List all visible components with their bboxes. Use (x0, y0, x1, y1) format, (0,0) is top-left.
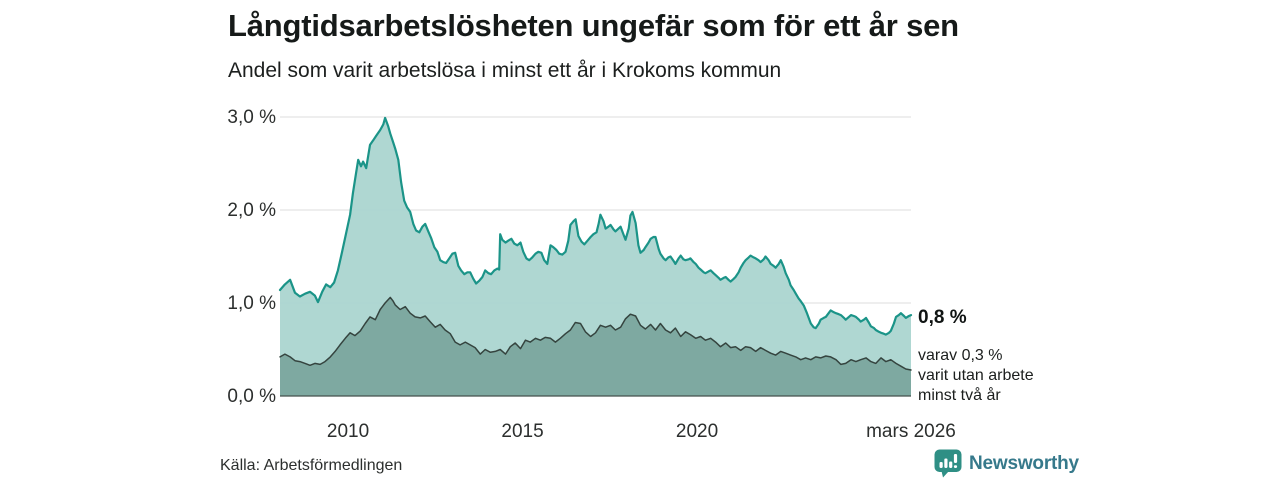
annotation-line: minst två år (918, 387, 1001, 404)
brand-logo: Newsworthy (934, 449, 1079, 478)
annotation-detail: varav 0,3 % varit utan arbete minst två … (918, 346, 1034, 406)
page-title: Långtidsarbetslösheten ungefär som för e… (228, 8, 959, 43)
bar-chart-bubble-icon (934, 449, 962, 478)
annotation-line: varav 0,3 % (918, 347, 1003, 364)
brand-name: Newsworthy (969, 452, 1079, 474)
source-label: Källa: Arbetsförmedlingen (220, 457, 403, 474)
series-layer (278, 116, 913, 397)
annotation-line: varit utan arbete (918, 367, 1034, 384)
series-line-arbetslosa-minst-ett-ar (278, 116, 913, 336)
latest-value-label: 0,8 % (918, 307, 967, 328)
chart-subtitle: Andel som varit arbetslösa i minst ett å… (228, 59, 782, 82)
series-line-arbetslosa-minst-tva-ar (279, 296, 912, 371)
series-area-arbetslosa-minst-tva-ar (280, 297, 911, 396)
